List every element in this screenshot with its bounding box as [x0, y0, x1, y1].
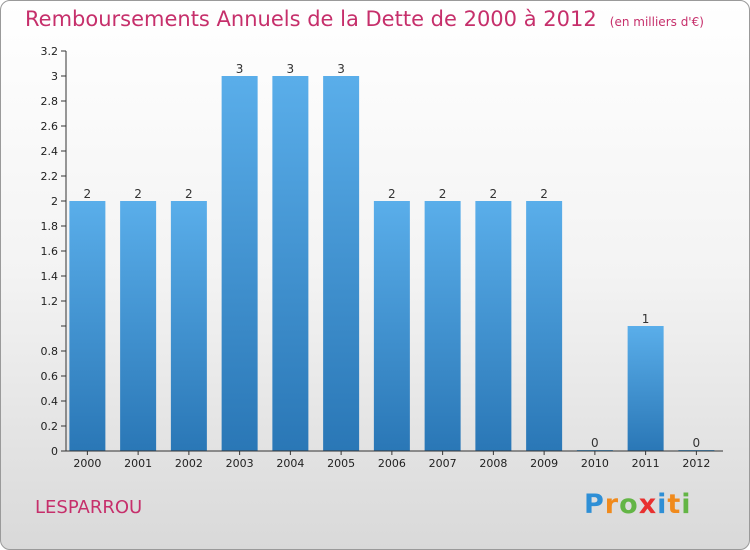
bar-2005: [323, 76, 360, 451]
data-label-2011: 1: [642, 312, 650, 326]
y-tick-label: 2.2: [41, 170, 59, 183]
y-tick-label: 1.8: [41, 220, 59, 233]
data-label-2006: 2: [388, 187, 396, 201]
bar-2001: [120, 201, 157, 451]
y-tick-label: 1.6: [41, 245, 59, 258]
chart-title: Remboursements Annuels de la Dette de 20…: [25, 7, 597, 31]
commune-name: LESPARROU: [35, 497, 143, 518]
logo-letter: r: [604, 489, 620, 520]
y-tick-label: 1.4: [41, 270, 59, 283]
x-tick-label-2004: 2004: [276, 457, 304, 470]
bar-2002: [170, 201, 207, 451]
bar-2003: [221, 76, 258, 451]
x-tick-label-2011: 2011: [632, 457, 660, 470]
data-label-2010: 0: [591, 436, 599, 450]
bar-2011: [627, 326, 664, 451]
axis-layer: 2000 2001 2002 2003 2004 2005 2006 2007 2008 2009…: [41, 45, 723, 470]
data-label-2003: 3: [236, 62, 244, 76]
data-label-2000: 2: [84, 187, 92, 201]
y-tick-label: 1.2: [41, 295, 59, 308]
data-label-2005: 3: [337, 62, 345, 76]
x-tick-label-2010: 2010: [581, 457, 609, 470]
proxiti-logo: Proxiti: [584, 489, 692, 520]
data-label-2012: 0: [693, 436, 701, 450]
x-tick-label-2003: 2003: [226, 457, 254, 470]
data-label-2002: 2: [185, 187, 193, 201]
data-label-2004: 3: [287, 62, 295, 76]
y-tick-label: 0.2: [41, 420, 59, 433]
bars-layer: 2 2 2 3 3 3 2 2 2 2 0 1 0: [69, 62, 715, 451]
logo-letter: P: [584, 489, 605, 520]
data-label-2007: 2: [439, 187, 447, 201]
chart-unit: (en milliers d'€): [609, 15, 704, 29]
bar-2009: [526, 201, 563, 451]
data-label-2008: 2: [490, 187, 498, 201]
bar-2008: [475, 201, 512, 451]
x-tick-label-2008: 2008: [479, 457, 507, 470]
x-tick-label-2006: 2006: [378, 457, 406, 470]
bar-2007: [424, 201, 461, 451]
x-tick-label-2009: 2009: [530, 457, 558, 470]
y-tick-label: 2.4: [41, 145, 59, 158]
data-label-2009: 2: [540, 187, 548, 201]
x-tick-label-2005: 2005: [327, 457, 355, 470]
logo-letter: x: [638, 489, 658, 520]
x-tick-label-2012: 2012: [682, 457, 710, 470]
bar-2004: [272, 76, 309, 451]
bar-2006: [373, 201, 410, 451]
y-tick-label: 2: [51, 195, 58, 208]
y-tick-label: 0.4: [41, 395, 59, 408]
y-tick-label: 3: [51, 70, 58, 83]
y-tick-label: 0: [51, 445, 58, 458]
bar-2000: [69, 201, 106, 451]
x-tick-label-2007: 2007: [429, 457, 457, 470]
y-tick-label: 0.8: [41, 345, 59, 358]
logo-letter: t: [667, 489, 682, 520]
y-tick-label: 3.2: [41, 45, 59, 58]
title-row: Remboursements Annuels de la Dette de 20…: [25, 7, 704, 31]
x-tick-label-2001: 2001: [124, 457, 152, 470]
y-tick-label: 2.6: [41, 120, 59, 133]
x-tick-label-2002: 2002: [175, 457, 203, 470]
y-tick-label: 2.8: [41, 95, 59, 108]
x-tick-label-2000: 2000: [73, 457, 101, 470]
data-label-2001: 2: [134, 187, 142, 201]
y-tick-label: 0.6: [41, 370, 59, 383]
logo-letter: i: [657, 489, 668, 520]
logo-letter: i: [681, 489, 692, 520]
logo-letter: o: [619, 489, 639, 520]
